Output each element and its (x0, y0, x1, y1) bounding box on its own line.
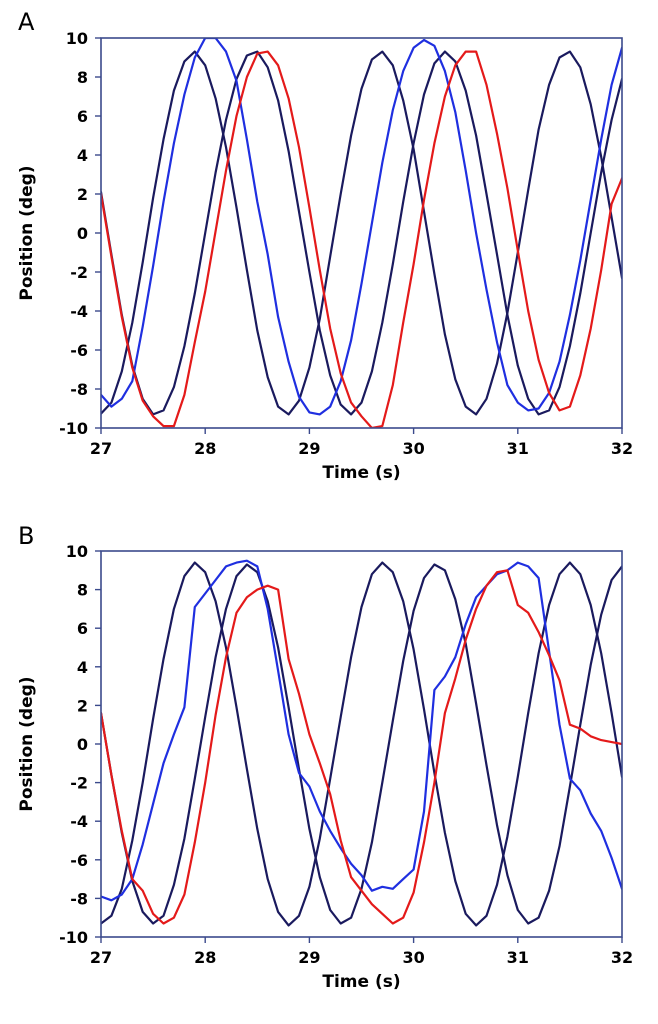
x-tick-label: 32 (611, 439, 633, 458)
y-tick-label: 0 (77, 735, 88, 754)
y-tick-label: -2 (70, 774, 88, 793)
x-tick-label: 30 (402, 439, 424, 458)
panel-a: A 27 28 29 30 31 32 -10 -8 -6 -4 -2 0 2 4 6 8 10 Time (s) P… (17, 8, 633, 483)
y-tick-label: -4 (70, 812, 88, 831)
panel-label: A (18, 8, 35, 36)
series-line-1 (101, 561, 622, 927)
x-tick-label: 31 (507, 439, 529, 458)
y-tick-label: -10 (59, 419, 88, 438)
y-tick-label: 2 (77, 696, 88, 715)
x-axis-title: Time (s) (322, 972, 400, 992)
series-line-3 (101, 38, 622, 416)
y-tick-label: -2 (70, 263, 88, 282)
x-tick-label: 27 (90, 948, 112, 967)
y-tick-label: -6 (70, 851, 88, 870)
series-line-4 (101, 50, 622, 428)
y-tick-label: 6 (77, 619, 88, 638)
y-tick-label: 8 (77, 68, 88, 87)
panel-b: B 27 28 29 30 31 32 -10 -8 -6 -4 -2 0 2 4 6 8 10 Time (s) P… (17, 522, 633, 992)
y-axis-title: Position (deg) (17, 676, 37, 811)
x-axis-title: Time (s) (322, 463, 400, 483)
y-tick-label: 6 (77, 107, 88, 126)
x-tick-label: 29 (298, 948, 320, 967)
x-tick-label: 30 (402, 948, 424, 967)
y-tick-label: 8 (77, 581, 88, 600)
y-tick-label: -8 (70, 889, 88, 908)
y-tick-label: 0 (77, 224, 88, 243)
y-tick-label: 2 (77, 185, 88, 204)
panel-label: B (18, 522, 34, 550)
x-tick-label: 27 (90, 439, 112, 458)
x-tick-label: 31 (507, 948, 529, 967)
x-tick-label: 28 (194, 948, 216, 967)
y-tick-label: -4 (70, 302, 88, 321)
y-tick-label: 4 (77, 146, 88, 165)
y-tick-label: -6 (70, 341, 88, 360)
y-tick-label: -10 (59, 928, 88, 947)
y-tick-label: 4 (77, 658, 88, 677)
y-tick-label: -8 (70, 380, 88, 399)
series-group (101, 559, 622, 927)
x-tick-label: 32 (611, 948, 633, 967)
series-group (101, 38, 622, 428)
x-tick-label: 29 (298, 439, 320, 458)
y-tick-label: 10 (66, 29, 88, 48)
series-line-4 (101, 569, 622, 925)
y-axis-title: Position (deg) (17, 165, 37, 300)
x-tick-label: 28 (194, 439, 216, 458)
series-line-1 (101, 50, 622, 416)
y-tick-label: 10 (66, 542, 88, 561)
series-line-3 (101, 559, 622, 902)
series-line-2 (101, 563, 622, 925)
